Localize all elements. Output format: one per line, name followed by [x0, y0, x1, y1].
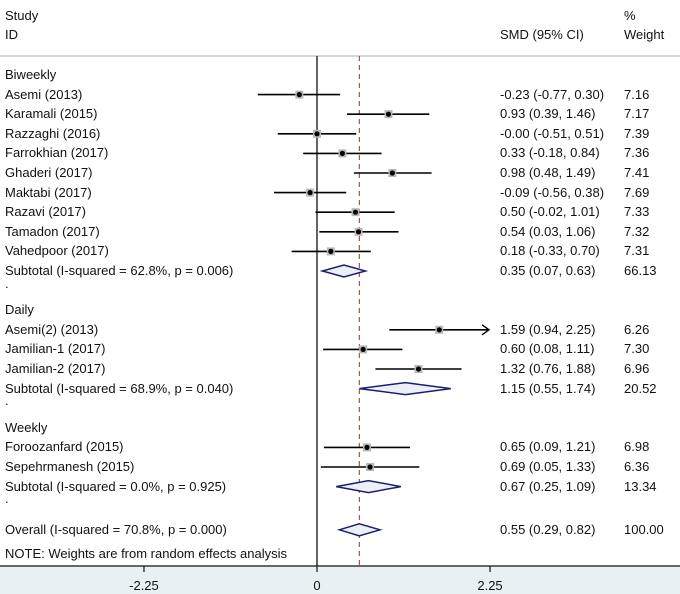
note-text: NOTE: Weights are from random effects an… — [5, 546, 288, 561]
effect-ci-value: 0.65 (0.09, 1.21) — [500, 439, 596, 455]
weight-value: 7.17 — [624, 106, 650, 122]
effect-ci-value: 1.32 (0.76, 1.88) — [500, 361, 596, 376]
study-label: Razavi (2017) — [5, 204, 86, 220]
header-weight-pct: % — [624, 8, 636, 23]
study-label: Foroozanfard (2015) — [5, 439, 124, 455]
weight-value: 13.34 — [624, 478, 657, 494]
study-label: Farrokhian (2017) — [5, 145, 109, 161]
point-estimate — [389, 170, 395, 176]
subtotal-diamond — [359, 381, 451, 396]
dot-label: . — [5, 275, 9, 291]
effect-ci-value: 0.67 (0.25, 1.09) — [500, 478, 596, 494]
point-estimate — [328, 248, 334, 254]
point-estimate — [352, 209, 359, 215]
subtotal-label: Subtotal (I-squared = 68.9%, p = 0.040) — [5, 380, 234, 396]
dot-label: . — [5, 491, 9, 507]
point-estimate — [360, 346, 366, 352]
effect-ci-value: -0.00 (-0.51, 0.51) — [500, 125, 605, 141]
point-estimate — [314, 131, 320, 137]
effect-ci-value: 0.60 (0.08, 1.11) — [500, 341, 595, 357]
study-label: Jamilian-2 (2017) — [5, 361, 106, 376]
effect-ci-value: 0.93 (0.39, 1.46) — [500, 106, 596, 122]
overall-label: Overall (I-squared = 70.8%, p = 0.000) — [5, 521, 227, 537]
x-tick-label: 2.25 — [477, 578, 502, 593]
study-label: Ghaderi (2017) — [5, 165, 93, 180]
point-estimate — [415, 366, 422, 372]
header-id: ID — [5, 27, 18, 42]
x-tick-label: -2.25 — [129, 578, 159, 593]
weight-value: 6.98 — [624, 439, 650, 455]
effect-ci-value: -0.23 (-0.77, 0.30) — [500, 86, 605, 102]
point-estimate — [364, 444, 370, 450]
weight-value: 7.39 — [624, 125, 650, 141]
weight-value: 6.26 — [624, 321, 650, 337]
subtotal-label: Subtotal (I-squared = 62.8%, p = 0.006) — [5, 263, 234, 278]
study-label: Asemi (2013) — [5, 86, 83, 102]
overall-diamond — [336, 523, 383, 537]
weight-value: 20.52 — [624, 380, 657, 396]
point-estimate — [339, 150, 345, 156]
weight-value: 7.33 — [624, 204, 650, 220]
effect-ci-value: 0.98 (0.48, 1.49) — [500, 165, 596, 180]
effect-ci-value: 0.35 (0.07, 0.63) — [500, 263, 596, 278]
study-label: Karamali (2015) — [5, 106, 98, 122]
axis-band — [0, 566, 680, 594]
weight-value: 7.36 — [624, 145, 650, 161]
study-label: Asemi(2) (2013) — [5, 321, 99, 337]
weight-value: 7.32 — [624, 223, 650, 239]
weight-value: 7.41 — [624, 165, 650, 180]
effect-ci-value: -0.09 (-0.56, 0.38) — [500, 184, 605, 200]
group-label: Weekly — [5, 419, 48, 435]
weight-value: 6.36 — [624, 459, 650, 474]
point-estimate — [307, 190, 313, 196]
study-label: Jamilian-1 (2017) — [5, 341, 106, 357]
group-label: Biweekly — [5, 67, 57, 82]
study-label: Vahedpoor (2017) — [5, 243, 109, 259]
weight-value: 7.16 — [624, 86, 650, 102]
header-study: Study — [5, 8, 39, 23]
effect-ci-value: 0.54 (0.03, 1.06) — [500, 223, 596, 239]
point-estimate — [296, 92, 302, 98]
effect-ci-value: 0.50 (-0.02, 1.01) — [500, 204, 600, 220]
x-tick-label: 0 — [313, 578, 320, 593]
weight-value: 100.00 — [624, 521, 664, 537]
effect-ci-value: 0.55 (0.29, 0.82) — [500, 521, 596, 537]
effect-ci-value: 0.18 (-0.33, 0.70) — [500, 243, 600, 259]
header-smd: SMD (95% CI) — [500, 27, 584, 42]
study-label: Maktabi (2017) — [5, 184, 92, 200]
weight-value: 7.31 — [624, 243, 650, 259]
header-weight: Weight — [624, 27, 665, 42]
weight-value: 7.30 — [624, 341, 650, 357]
subtotal-diamond — [336, 479, 401, 494]
weight-value: 66.13 — [624, 263, 657, 278]
group-label: Daily — [5, 302, 34, 318]
point-estimate — [385, 111, 392, 117]
study-label: Sepehrmanesh (2015) — [5, 459, 135, 474]
ci-arrow — [481, 324, 491, 336]
effect-ci-value: 1.59 (0.94, 2.25) — [500, 321, 596, 337]
subtotal-label: Subtotal (I-squared = 0.0%, p = 0.925) — [5, 478, 227, 494]
study-label: Razzaghi (2016) — [5, 125, 101, 141]
effect-ci-value: 1.15 (0.55, 1.74) — [500, 380, 596, 396]
point-estimate — [355, 229, 362, 235]
point-estimate — [367, 464, 373, 470]
point-estimate — [436, 327, 442, 333]
dot-label: . — [5, 393, 9, 409]
study-label: Tamadon (2017) — [5, 223, 100, 239]
effect-ci-value: 0.69 (0.05, 1.33) — [500, 459, 596, 474]
effect-ci-value: 0.33 (-0.18, 0.84) — [500, 145, 600, 161]
weight-value: 6.96 — [624, 361, 650, 376]
subtotal-diamond — [319, 264, 369, 278]
weight-value: 7.69 — [624, 184, 650, 200]
